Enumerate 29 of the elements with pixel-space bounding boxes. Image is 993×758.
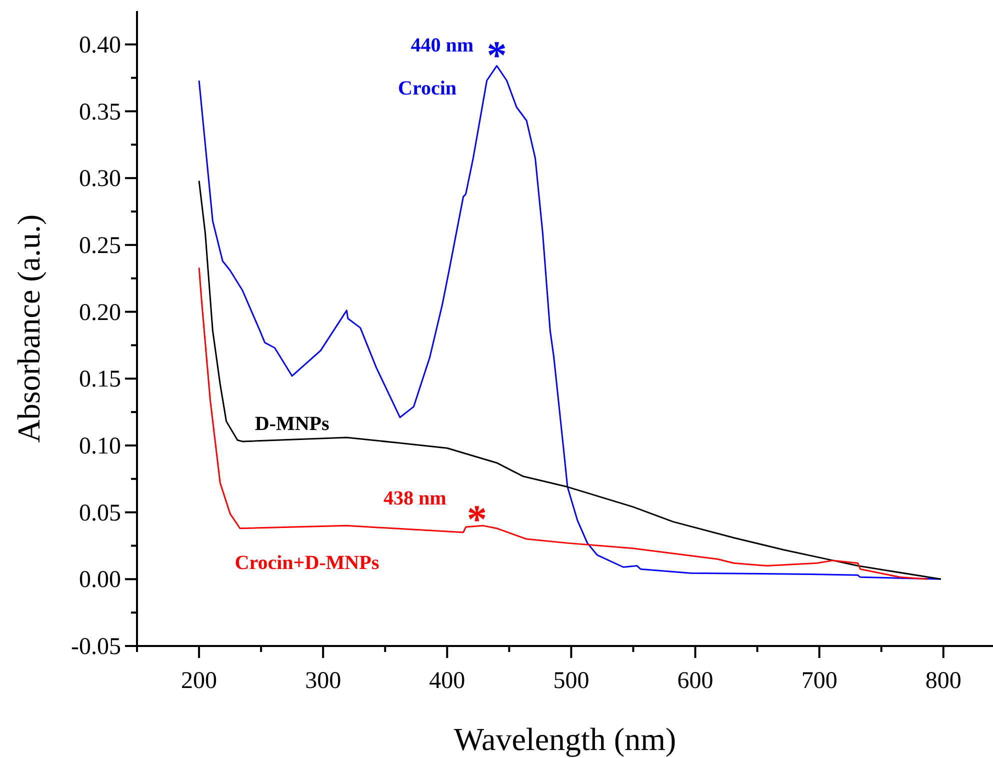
x-tick-label: 800	[925, 668, 962, 694]
y-tick-label: 0.10	[79, 433, 121, 460]
x-tick-label: 200	[181, 668, 218, 694]
annotation: *	[466, 496, 487, 542]
x-tick-label: 700	[801, 668, 838, 694]
annotation: 440 nm	[410, 34, 474, 57]
y-tick-label: 0.20	[79, 300, 121, 326]
y-tick-label: 0.00	[79, 567, 121, 594]
x-tick-label: 400	[429, 668, 466, 694]
x-axis-title: Wavelength (nm)	[454, 721, 676, 757]
y-tick-label: -0.05	[71, 634, 121, 660]
annotation: 438 nm	[383, 488, 447, 510]
y-axis-title: Absorbance (a.u.)	[10, 214, 46, 443]
y-tick-label: 0.40	[79, 32, 121, 58]
series-label: Crocin	[398, 77, 457, 100]
x-tick-label: 300	[305, 668, 342, 694]
annotation: *	[486, 32, 507, 78]
x-tick-label: 500	[553, 668, 590, 694]
y-tick-label: 0.35	[79, 99, 121, 126]
series-label: D-MNPs	[254, 412, 330, 435]
y-tick-label: 0.15	[79, 366, 121, 393]
x-tick-label: 600	[677, 668, 714, 694]
y-tick-label: 0.25	[79, 232, 121, 259]
series-label: Crocin+D-MNPs	[234, 552, 380, 574]
line-series	[198, 266, 928, 580]
y-tick-label: 0.05	[79, 500, 121, 526]
line-series	[198, 65, 942, 580]
y-tick-label: 0.30	[79, 166, 121, 192]
line-series	[198, 180, 942, 580]
